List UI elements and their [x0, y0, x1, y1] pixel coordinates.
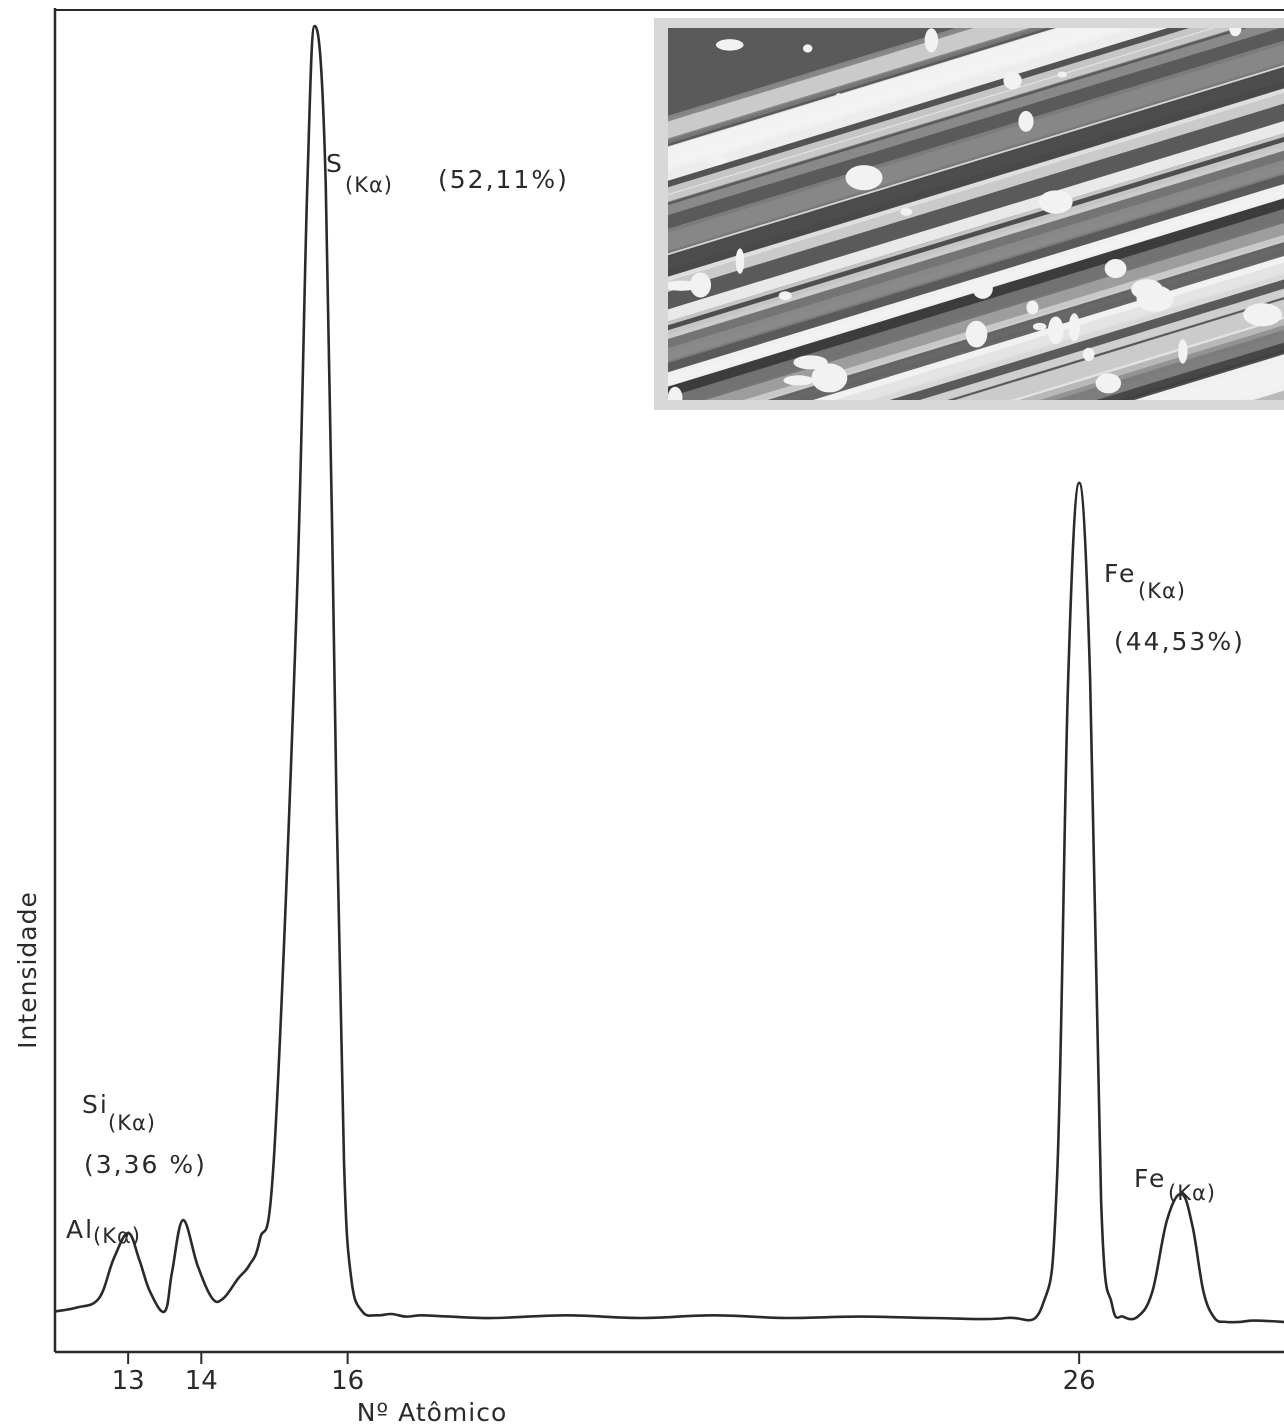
inset-grain [1243, 303, 1282, 327]
annotation-s: S (Kα) (52,11%) [326, 149, 569, 197]
inset-grain [1082, 347, 1095, 362]
annotation-al: Al (Kα) [66, 1215, 141, 1248]
inset-band [687, 452, 1284, 708]
inset-band [668, 28, 1284, 251]
inset-band [668, 28, 1284, 181]
annotation-si: Si (Kα) (3,36 %) [82, 1090, 207, 1179]
inset-grain [1229, 28, 1242, 37]
inset-band [668, 377, 1284, 400]
inset-grain [1136, 285, 1174, 312]
inset-grain [793, 355, 828, 370]
inset-grain [1047, 316, 1064, 345]
inset-band [668, 132, 1284, 384]
inset-band [673, 406, 1284, 656]
inset-grain [1003, 71, 1022, 90]
inset-grain [1178, 339, 1188, 364]
x-tick-label: 16 [331, 1366, 364, 1396]
inset-band [668, 28, 1284, 283]
inset-grain [1018, 110, 1034, 132]
svg-text:(Kα): (Kα) [1168, 1181, 1216, 1205]
inset-grain [1104, 259, 1127, 279]
svg-text:Al: Al [66, 1215, 94, 1244]
inset-band [687, 452, 1284, 715]
inset-grain [1038, 190, 1073, 214]
svg-text:Si: Si [82, 1090, 109, 1119]
inset-grain [1095, 373, 1122, 394]
inset-grain [965, 320, 988, 348]
inset-band [668, 283, 1284, 400]
inset-grain [924, 28, 939, 53]
inset-grain [972, 278, 993, 299]
inset-band [668, 28, 1284, 233]
inset-band [668, 250, 1284, 400]
inset-grain [834, 93, 844, 111]
inset-grain [900, 208, 913, 216]
inset-band [668, 260, 1284, 400]
svg-text:S: S [326, 149, 344, 178]
inset-grain [689, 272, 712, 298]
x-tick-label: 26 [1063, 1366, 1096, 1396]
inset-grain [778, 291, 792, 301]
inset-grain [783, 375, 814, 386]
inset-band [668, 47, 1284, 307]
inset-band [668, 223, 1284, 400]
y-axis-title: Intensidade [13, 891, 42, 1049]
inset-band [668, 204, 1284, 400]
inset-band [668, 307, 1284, 400]
inset-grain [668, 386, 683, 400]
inset-grain [1057, 71, 1068, 78]
inset-band [668, 28, 1284, 239]
inset-band [668, 96, 1284, 348]
inset-grain [1068, 313, 1081, 342]
x-tick-label: 13 [112, 1366, 145, 1396]
x-tick-group: 13 14 16 26 [112, 1352, 1096, 1396]
inset-band [673, 407, 1284, 664]
inset-band [668, 28, 1284, 211]
svg-text:(Kα): (Kα) [93, 1224, 141, 1248]
svg-text:Fe: Fe [1104, 559, 1136, 588]
svg-text:(Kα): (Kα) [345, 173, 393, 197]
svg-text:Fe: Fe [1134, 1164, 1166, 1193]
annotation-fe-main: Fe (Kα) (44,53%) [1104, 559, 1245, 656]
inset-band [668, 382, 1284, 400]
inset-grain [1032, 322, 1047, 331]
svg-text:(Kα): (Kα) [108, 1111, 156, 1135]
inset-grain [715, 39, 744, 51]
inset-band [668, 28, 1284, 186]
x-tick-label: 14 [185, 1366, 218, 1396]
inset-band [668, 386, 1284, 400]
inset-micrograph [654, 18, 1284, 715]
inset-band [668, 315, 1284, 400]
svg-text:(3,36 %): (3,36 %) [84, 1150, 207, 1179]
x-axis-title: Nº Atômico [357, 1398, 508, 1427]
inset-band [668, 154, 1284, 400]
inset-band [668, 275, 1284, 400]
inset-grain [845, 165, 883, 191]
inset-band [668, 28, 1284, 165]
annotation-fe-secondary: Fe (Kα) [1134, 1164, 1216, 1205]
inset-band [668, 287, 1284, 400]
svg-text:(44,53%): (44,53%) [1114, 627, 1245, 656]
inset-grain [802, 44, 813, 53]
inset-grain [707, 154, 727, 166]
spectrum-line [54, 24, 1284, 1324]
inset-band [670, 396, 1284, 400]
inset-grain [811, 363, 848, 393]
svg-text:(52,11%): (52,11%) [438, 165, 569, 194]
inset-grain [1026, 300, 1039, 315]
inset-grain [1247, 379, 1258, 388]
svg-text:(Kα): (Kα) [1138, 579, 1186, 603]
inset-grain [735, 248, 745, 274]
inset-band [668, 177, 1284, 400]
inset-band [672, 402, 1284, 649]
